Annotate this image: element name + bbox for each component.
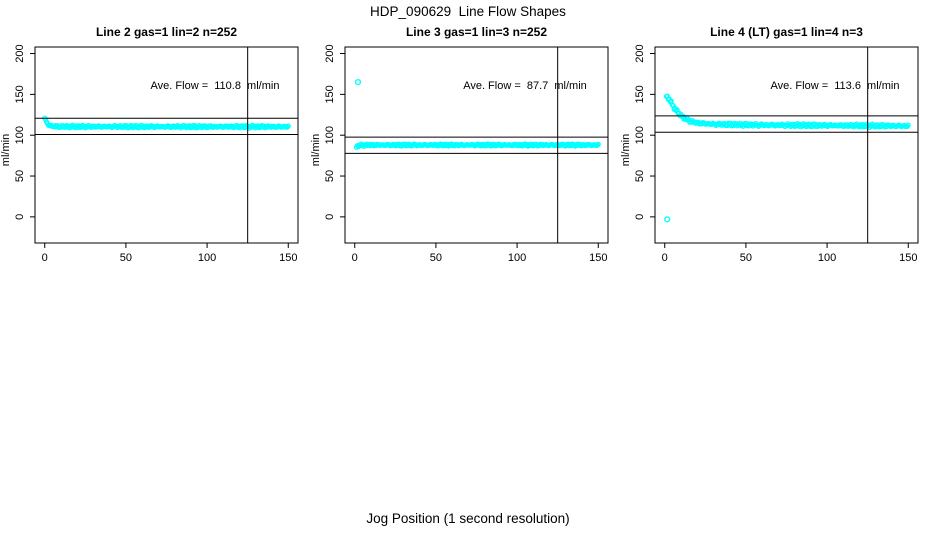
y-tick-label: 0 <box>324 214 336 220</box>
y-tick-label: 100 <box>324 126 336 144</box>
x-tick-label: 150 <box>899 252 917 264</box>
x-tick-label: 100 <box>198 252 216 264</box>
y-tick-label: 100 <box>634 126 646 144</box>
y-tick-label: 200 <box>324 44 336 62</box>
y-tick-label: 200 <box>634 44 646 62</box>
plot-box <box>654 46 919 244</box>
y-tick-label: 100 <box>14 126 26 144</box>
x-tick-label: 50 <box>430 252 442 264</box>
y-tick-label: 50 <box>14 170 26 182</box>
data-point <box>285 123 291 129</box>
x-axis-label: Jog Position (1 second resolution) <box>366 511 570 526</box>
plot-canvas: 0 50 100 150 0 50 100 150 200 ml/min <box>310 44 609 264</box>
y-tick-label: 150 <box>634 85 646 103</box>
plot-box <box>344 46 609 244</box>
outlier-point <box>354 79 362 86</box>
x-tick-label: 150 <box>589 252 607 264</box>
x-tick-label: 50 <box>120 252 132 264</box>
x-tick-label: 100 <box>818 252 836 264</box>
y-tick-label: 150 <box>14 85 26 103</box>
x-tick-label: 150 <box>279 252 297 264</box>
plot-title: Line 2 gas=1 lin=2 n=252 <box>95 25 238 39</box>
plot-box <box>34 46 299 244</box>
chart-line3: Line 3 gas=1 lin=3 n=252 0 50 100 150 0 50 100… <box>310 20 622 290</box>
page-title: HDP_090629 Line Flow Shapes <box>370 4 566 19</box>
ave-flow-annotation: Ave. Flow = 113.6 ml/min <box>770 80 900 92</box>
chart-line2: Line 2 gas=1 lin=2 n=252 0 50 100 150 0 50 100… <box>0 20 312 290</box>
plot-canvas: 0 50 100 150 0 50 100 150 200 ml/min <box>620 44 919 264</box>
plot-title: Line 4 (LT) gas=1 lin=4 n=3 <box>710 25 863 39</box>
ave-flow-annotation: Ave. Flow = 110.8 ml/min <box>150 80 280 92</box>
x-tick-label: 0 <box>662 252 668 264</box>
y-tick-label: 150 <box>324 85 336 103</box>
y-axis-title: ml/min <box>0 134 12 166</box>
data-point <box>595 141 601 147</box>
ave-flow-annotation: Ave. Flow = 87.7 ml/min <box>463 80 587 92</box>
y-axis-title: ml/min <box>310 134 322 166</box>
y-tick-label: 50 <box>634 170 646 182</box>
data-point <box>594 142 600 148</box>
outlier-point <box>664 216 671 223</box>
data-point <box>905 122 911 128</box>
x-tick-label: 50 <box>740 252 752 264</box>
plot-canvas: 0 50 100 150 0 50 100 150 200 ml/min <box>0 44 299 264</box>
x-tick-label: 0 <box>352 252 358 264</box>
x-tick-label: 0 <box>42 252 48 264</box>
y-tick-label: 0 <box>634 214 646 220</box>
chart-line4: Line 4 (LT) gas=1 lin=4 n=3 0 50 100 150 0 50… <box>620 20 932 290</box>
x-tick-label: 100 <box>508 252 526 264</box>
y-tick-label: 200 <box>14 44 26 62</box>
plot-title: Line 3 gas=1 lin=3 n=252 <box>405 25 548 39</box>
y-tick-label: 50 <box>324 170 336 182</box>
y-tick-label: 0 <box>14 214 26 220</box>
y-axis-title: ml/min <box>620 134 632 166</box>
